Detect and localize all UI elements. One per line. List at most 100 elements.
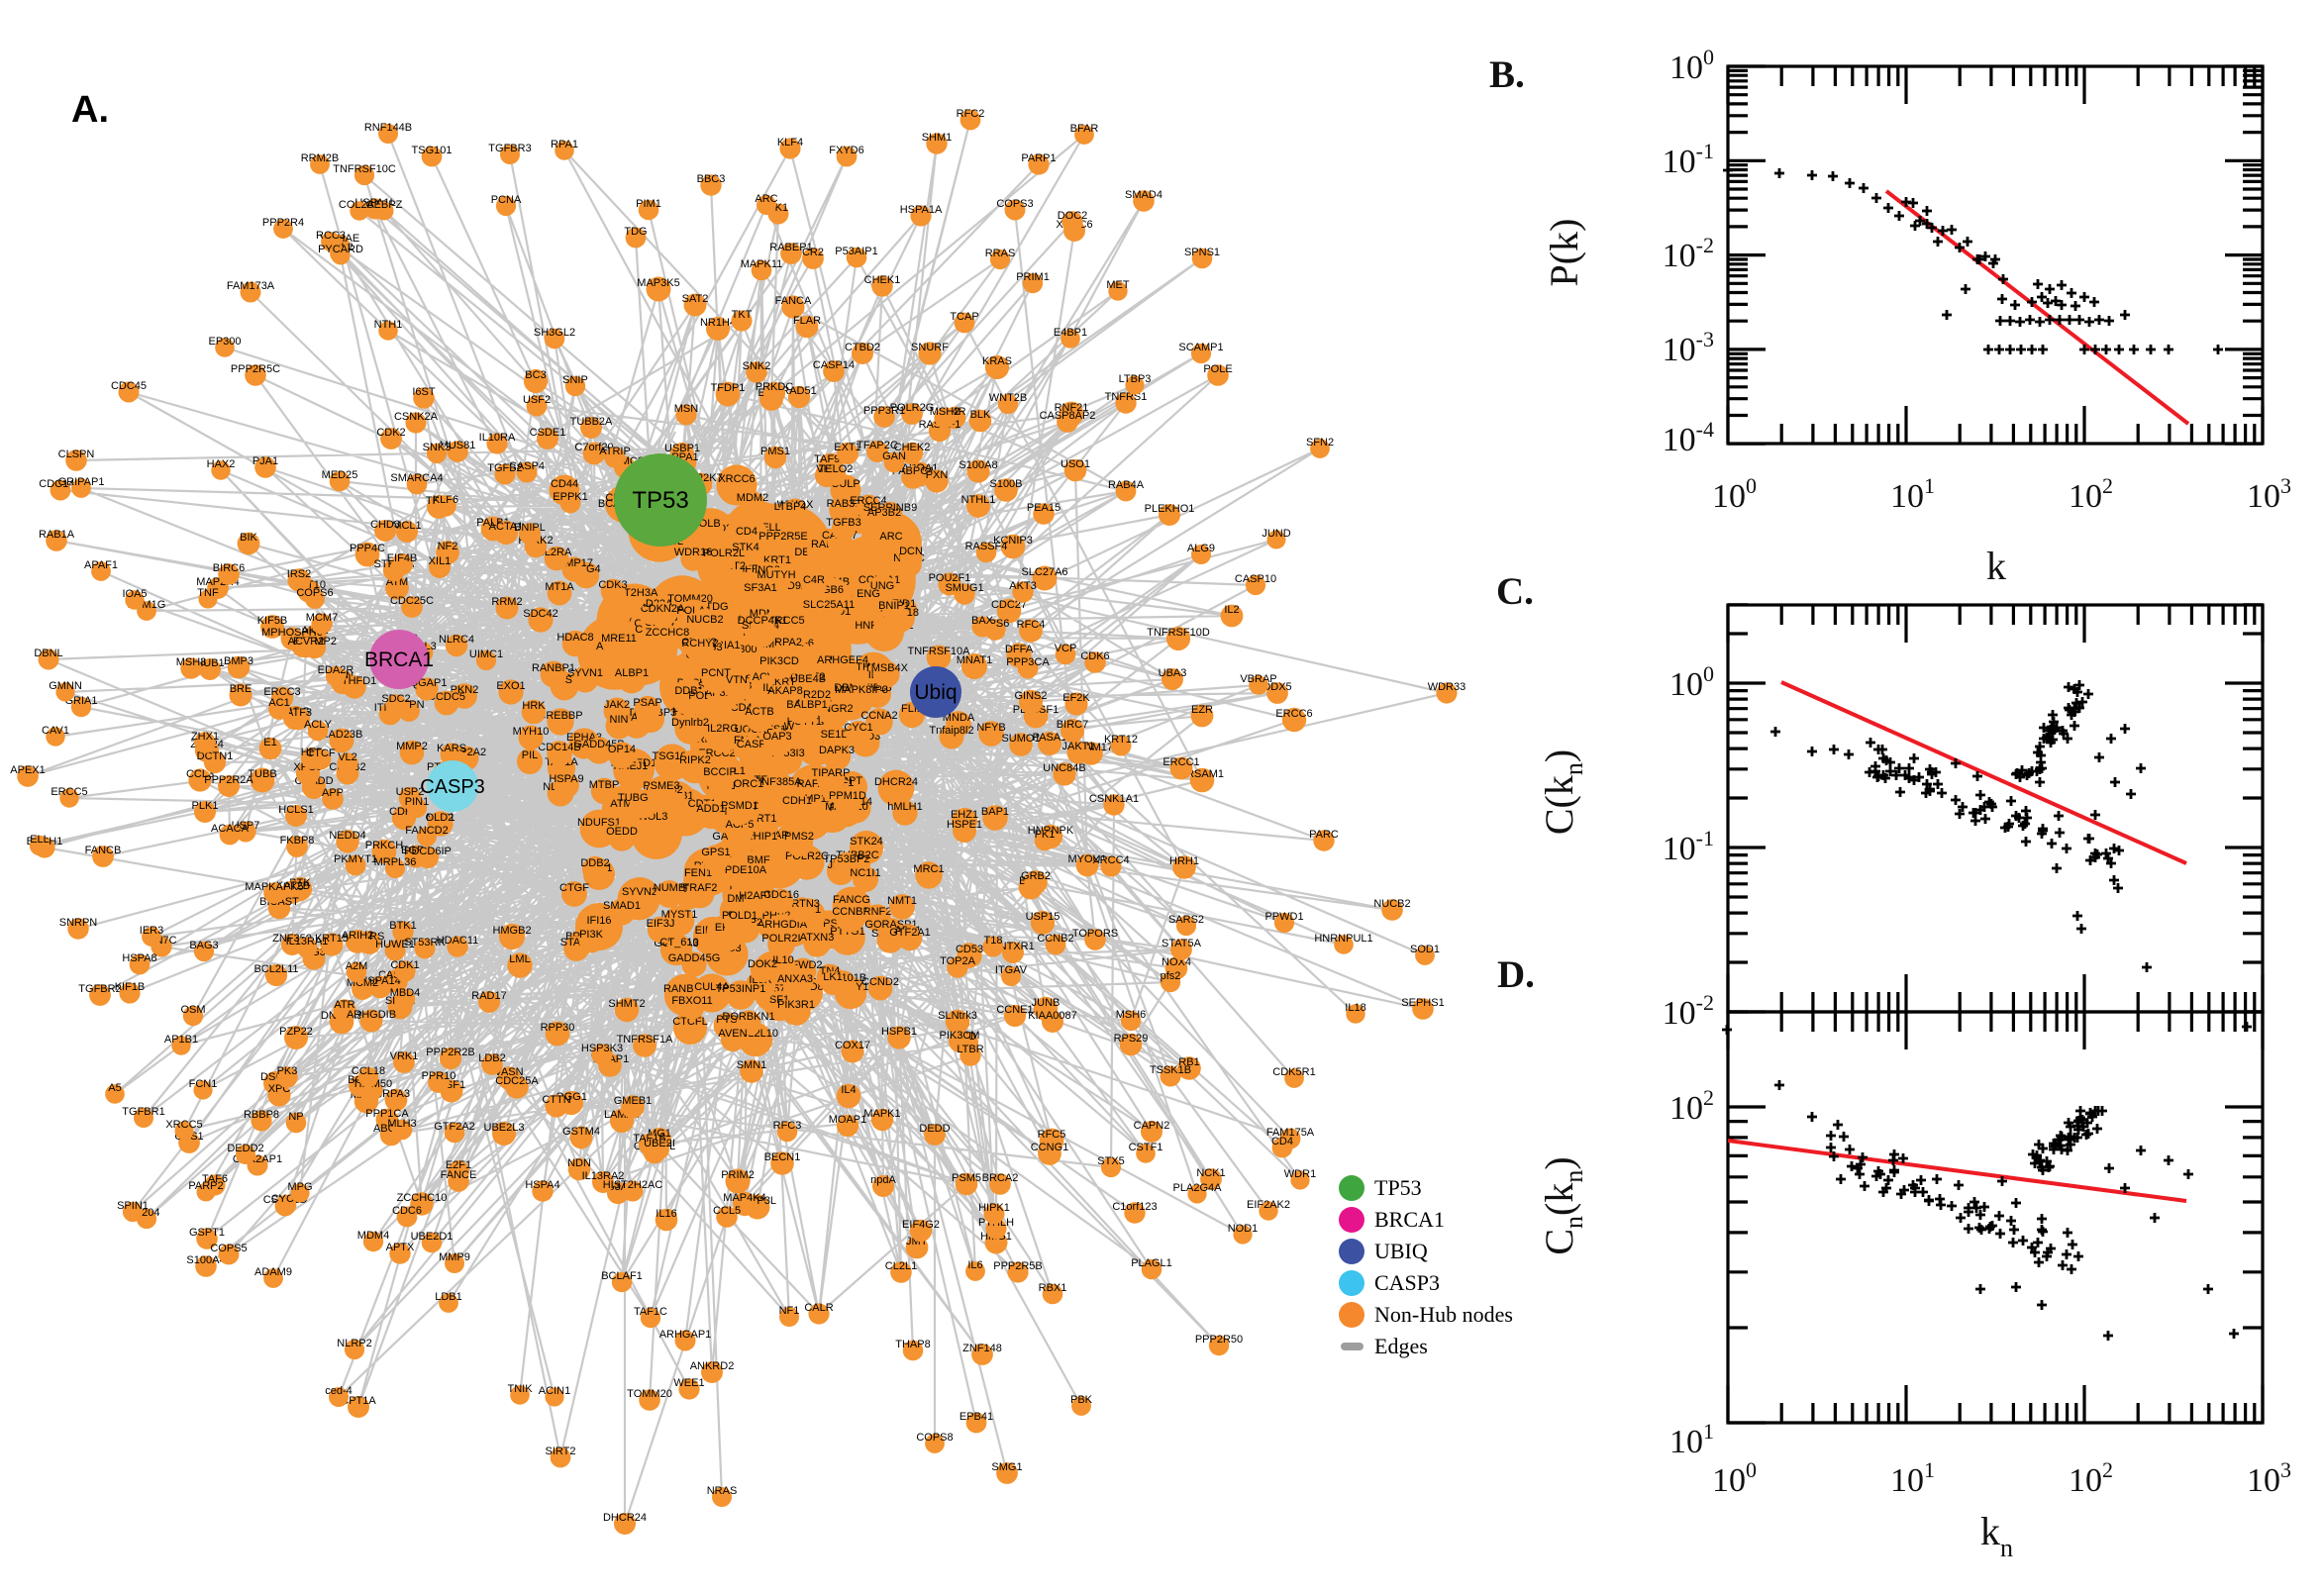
- svg-text:TP53BP2: TP53BP2: [823, 853, 869, 865]
- svg-text:BCCIP: BCCIP: [703, 766, 737, 778]
- svg-text:ARC: ARC: [755, 193, 777, 205]
- svg-text:LTBR: LTBR: [957, 1044, 983, 1055]
- svg-text:MPHOSPH6: MPHOSPH6: [261, 627, 323, 639]
- svg-text:COPS8: COPS8: [916, 1432, 953, 1444]
- svg-text:WDR1: WDR1: [1284, 1168, 1316, 1180]
- svg-text:STAT5A: STAT5A: [1162, 938, 1202, 949]
- svg-text:ERCC3: ERCC3: [263, 686, 300, 698]
- svg-text:CASP4: CASP4: [509, 460, 545, 472]
- svg-text:C4R: C4R: [803, 574, 825, 586]
- svg-text:C1orf123: C1orf123: [1112, 1201, 1157, 1213]
- svg-text:Dynlrb2: Dynlrb2: [671, 717, 709, 729]
- svg-text:EF2K: EF2K: [1062, 692, 1090, 704]
- svg-text:NUCB2: NUCB2: [686, 614, 723, 626]
- svg-text:PPP2R50: PPP2R50: [1195, 1334, 1243, 1346]
- svg-text:RNF2: RNF2: [863, 906, 892, 918]
- svg-text:HRH1: HRH1: [1169, 855, 1199, 867]
- svg-text:TNFRSF10D: TNFRSF10D: [1147, 627, 1210, 639]
- svg-text:ARHGAP1: ARHGAP1: [659, 1329, 712, 1341]
- svg-text:SMUG1: SMUG1: [945, 582, 983, 594]
- svg-text:HDAC8: HDAC8: [556, 632, 593, 644]
- svg-text:TP53: TP53: [1374, 1175, 1422, 1200]
- svg-text:CT_610: CT_610: [659, 937, 698, 948]
- svg-text:GTF2A1: GTF2A1: [889, 927, 931, 939]
- svg-text:NF1: NF1: [779, 1305, 800, 1317]
- svg-text:RAB31: RAB31: [827, 498, 861, 510]
- svg-text:GRB2: GRB2: [1021, 870, 1051, 882]
- svg-text:SMAD1: SMAD1: [603, 900, 641, 912]
- svg-text:C.: C.: [1496, 570, 1534, 613]
- svg-text:E1: E1: [263, 737, 276, 748]
- svg-text:JAK2: JAK2: [604, 699, 630, 711]
- svg-text:RCC3: RCC3: [316, 230, 346, 242]
- svg-text:ARHGEF4: ARHGEF4: [817, 654, 868, 666]
- svg-text:NR1H4: NR1H4: [700, 317, 736, 329]
- svg-text:CDK2: CDK2: [376, 427, 405, 439]
- svg-text:SPIN1: SPIN1: [117, 1200, 149, 1212]
- svg-text:BRCA1: BRCA1: [1374, 1207, 1445, 1232]
- svg-text:CDC45: CDC45: [111, 380, 147, 392]
- svg-text:SFN2: SFN2: [1306, 437, 1334, 449]
- svg-text:CTGF: CTGF: [559, 882, 589, 894]
- svg-text:WDR33: WDR33: [1428, 681, 1466, 693]
- svg-text:DOK2: DOK2: [748, 958, 777, 970]
- svg-text:PPP3CA: PPP3CA: [1006, 656, 1050, 668]
- svg-text:GADD45G: GADD45G: [668, 952, 721, 964]
- svg-text:IL18: IL18: [1345, 1002, 1365, 1014]
- svg-text:BNIP1: BNIP1: [878, 600, 910, 612]
- svg-text:FLAR: FLAR: [793, 315, 821, 327]
- svg-text:GRIA1: GRIA1: [64, 695, 97, 707]
- svg-text:RRAS: RRAS: [985, 248, 1016, 259]
- svg-text:SMN1: SMN1: [737, 1059, 767, 1071]
- svg-text:IL2RA: IL2RA: [542, 547, 572, 558]
- svg-text:SNK3: SNK3: [423, 442, 452, 453]
- svg-text:I6ST: I6ST: [412, 386, 436, 398]
- svg-text:PPP2R5E: PPP2R5E: [758, 531, 808, 543]
- svg-text:RFC5: RFC5: [1038, 1129, 1066, 1141]
- svg-text:HIPK1: HIPK1: [978, 1202, 1010, 1214]
- svg-text:CSTF1: CSTF1: [1129, 1142, 1163, 1153]
- svg-text:PSM5: PSM5: [952, 1172, 981, 1184]
- svg-text:CHEK1: CHEK1: [864, 274, 901, 286]
- svg-text:PMS1: PMS1: [760, 446, 790, 457]
- svg-text:BCL2L11: BCL2L11: [253, 963, 298, 975]
- svg-text:CLSPN: CLSPN: [58, 449, 95, 460]
- svg-text:C7orf20: C7orf20: [574, 442, 613, 453]
- svg-text:CCL18: CCL18: [352, 1065, 385, 1077]
- svg-text:BALBP1: BALBP1: [786, 699, 828, 711]
- svg-text:IL13RA2: IL13RA2: [582, 1170, 625, 1182]
- svg-text:RAB1A: RAB1A: [39, 529, 75, 541]
- svg-text:NRAS: NRAS: [707, 1485, 738, 1497]
- svg-text:CASP14: CASP14: [813, 359, 855, 371]
- svg-text:PPP2R5B: PPP2R5B: [993, 1260, 1043, 1272]
- svg-text:ARC: ARC: [879, 531, 902, 543]
- svg-text:TP53INP1: TP53INP1: [716, 983, 766, 995]
- svg-text:CDK6: CDK6: [1080, 650, 1109, 662]
- svg-text:pfs2: pfs2: [1161, 970, 1181, 982]
- svg-text:SARS2: SARS2: [1168, 914, 1204, 926]
- svg-text:SH3GL2: SH3GL2: [534, 327, 575, 339]
- svg-text:USF2: USF2: [523, 394, 551, 406]
- svg-text:CDK1: CDK1: [390, 959, 419, 971]
- svg-text:VL2: VL2: [338, 751, 357, 763]
- svg-text:TOP2A: TOP2A: [940, 955, 976, 967]
- svg-text:Cn(kn): Cn(kn): [1537, 1156, 1588, 1254]
- svg-text:ACTA1: ACTA1: [489, 521, 524, 533]
- svg-text:EXO1: EXO1: [496, 680, 525, 692]
- svg-text:GINS2: GINS2: [1014, 690, 1047, 702]
- svg-text:MSN: MSN: [674, 403, 699, 415]
- svg-text:MRE11: MRE11: [601, 633, 637, 645]
- svg-text:NTHL1: NTHL1: [961, 494, 996, 506]
- svg-text:EPB41: EPB41: [960, 1411, 993, 1423]
- svg-text:CEBPZ: CEBPZ: [366, 199, 403, 211]
- svg-text:CPT1A: CPT1A: [341, 1395, 376, 1407]
- svg-text:RFC4: RFC4: [1017, 619, 1046, 631]
- svg-text:FANCA: FANCA: [775, 295, 812, 307]
- svg-text:P53AIP1: P53AIP1: [835, 246, 877, 257]
- svg-text:CDC16: CDC16: [763, 889, 799, 901]
- svg-text:DCTN1: DCTN1: [197, 750, 234, 762]
- svg-text:CDK5R1: CDK5R1: [1272, 1066, 1315, 1078]
- svg-text:USP2: USP2: [396, 786, 425, 798]
- svg-text:MOAP1: MOAP1: [829, 1114, 867, 1126]
- svg-text:TDG: TDG: [705, 601, 728, 613]
